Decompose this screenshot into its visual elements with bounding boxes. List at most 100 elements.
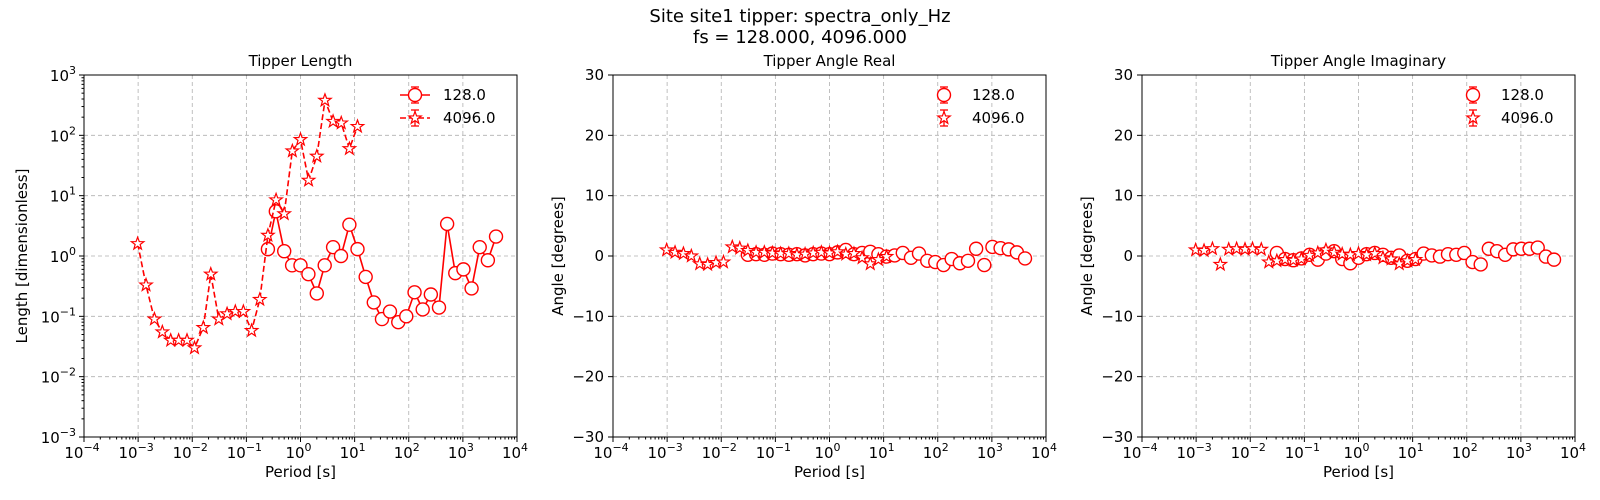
data-point <box>1213 257 1228 271</box>
data-point <box>977 257 992 273</box>
data-point <box>464 281 479 296</box>
chart-title: Tipper Angle Imaginary <box>1270 52 1446 70</box>
x-axis-label: Period [s] <box>794 463 865 481</box>
x-tick-label: 10−4 <box>1122 441 1157 462</box>
y-tick-label: 10 <box>585 187 604 205</box>
x-tick-label: 100 <box>1343 441 1369 462</box>
y-tick-label: 30 <box>585 66 604 84</box>
data-point <box>260 241 276 257</box>
data-point <box>318 93 332 107</box>
data-point <box>358 269 373 285</box>
x-tick-label: 102 <box>394 441 420 462</box>
legend-label: 128.0 <box>972 86 1015 104</box>
data-point <box>309 286 324 301</box>
y-tick-label: 101 <box>50 185 76 206</box>
data-point <box>1254 242 1269 256</box>
y-axis-label: Length [dimensionless] <box>13 169 31 344</box>
y-tick-label: −30 <box>1101 428 1133 446</box>
legend: 128.0 4096.0 <box>1465 86 1554 127</box>
x-tick-label: 10−2 <box>702 441 737 462</box>
axes-frame <box>1141 74 1576 438</box>
data-point <box>350 241 365 257</box>
data-point <box>431 300 447 315</box>
x-tick-label: 104 <box>502 441 528 462</box>
chart-panel: 10−4 10−3 10−2 10−1 100 101 102 103 104−30−20−10… <box>549 52 1057 481</box>
data-point <box>342 141 357 155</box>
y-tick-label: 100 <box>50 245 76 266</box>
y-tick-label: 20 <box>1114 126 1133 144</box>
data-point <box>139 277 153 291</box>
data-point <box>301 266 316 282</box>
data-point <box>439 216 455 232</box>
data-point <box>147 311 162 325</box>
data-point <box>301 173 316 187</box>
axes-frame <box>612 74 1047 438</box>
chart-title: Tipper Angle Real <box>763 52 896 70</box>
x-tick-label: 10−3 <box>1176 441 1211 462</box>
x-axis-label: Period [s] <box>265 463 336 481</box>
x-tick-label: 10−1 <box>227 441 262 462</box>
data-point <box>1457 245 1472 261</box>
panels: 10−4 10−3 10−2 10−1 100 101 102 103 10410−310−21… <box>13 52 1586 481</box>
x-tick-label: 104 <box>1560 441 1586 462</box>
data-point <box>659 242 674 256</box>
data-point <box>407 285 422 300</box>
chart-panel: 10−4 10−3 10−2 10−1 100 101 102 103 104−30−20−10… <box>1078 52 1586 481</box>
y-tick-label: 103 <box>50 64 76 85</box>
x-tick-label: 10−1 <box>1285 441 1320 462</box>
data-point <box>342 217 357 232</box>
legend-label: 128.0 <box>1501 86 1544 104</box>
data-point <box>1530 240 1545 255</box>
data-point <box>1017 251 1033 266</box>
x-tick-label: 10−3 <box>118 441 153 462</box>
legend-label: 4096.0 <box>1501 109 1554 127</box>
data-point <box>252 292 267 306</box>
data-point <box>472 239 487 255</box>
x-tick-label: 103 <box>977 441 1003 462</box>
data-point <box>480 253 496 268</box>
y-tick-label: −10 <box>1101 307 1133 325</box>
x-tick-label: 10−2 <box>1231 441 1266 462</box>
legend: 128.0 4096.0 <box>400 86 496 127</box>
data-point <box>277 244 292 259</box>
x-tick-label: 102 <box>1452 441 1478 462</box>
x-tick-label: 101 <box>340 441 366 462</box>
y-tick-label: −20 <box>572 368 604 386</box>
axes-frame <box>83 74 518 438</box>
data-point <box>423 287 439 302</box>
x-tick-label: 101 <box>1398 441 1424 462</box>
y-tick-label: 20 <box>585 126 604 144</box>
y-tick-label: 30 <box>1114 66 1133 84</box>
y-tick-label: 10−3 <box>41 426 76 447</box>
data-point <box>415 302 430 317</box>
x-tick-label: 10−4 <box>593 441 628 462</box>
data-point <box>196 320 211 334</box>
data-point <box>456 262 471 277</box>
chart-title: Tipper Length <box>248 52 353 70</box>
y-tick-label: 0 <box>594 247 604 265</box>
series-128.0 <box>260 204 504 330</box>
data-point <box>293 132 308 146</box>
y-tick-label: 10−2 <box>41 366 76 387</box>
data-point <box>325 239 341 255</box>
x-tick-label: 100 <box>814 441 840 462</box>
figure-subtitle: fs = 128.000, 4096.000 <box>693 27 907 48</box>
y-tick-label: −20 <box>1101 368 1133 386</box>
series-4096.0 <box>130 93 365 354</box>
y-tick-label: −30 <box>572 428 604 446</box>
x-tick-label: 103 <box>448 441 474 462</box>
x-tick-label: 104 <box>1031 441 1057 462</box>
data-point <box>317 258 332 273</box>
data-point <box>382 304 398 319</box>
data-point <box>333 248 349 264</box>
data-point <box>155 324 170 338</box>
data-point <box>244 323 259 337</box>
x-tick-label: 102 <box>923 441 949 462</box>
x-tick-label: 10−4 <box>64 441 99 462</box>
data-point <box>350 119 365 133</box>
x-axis-label: Period [s] <box>1323 463 1394 481</box>
chart-panel: 10−4 10−3 10−2 10−1 100 101 102 103 10410−310−21… <box>13 52 528 481</box>
data-point <box>960 253 976 269</box>
y-axis-label: Angle [degrees] <box>549 196 567 316</box>
